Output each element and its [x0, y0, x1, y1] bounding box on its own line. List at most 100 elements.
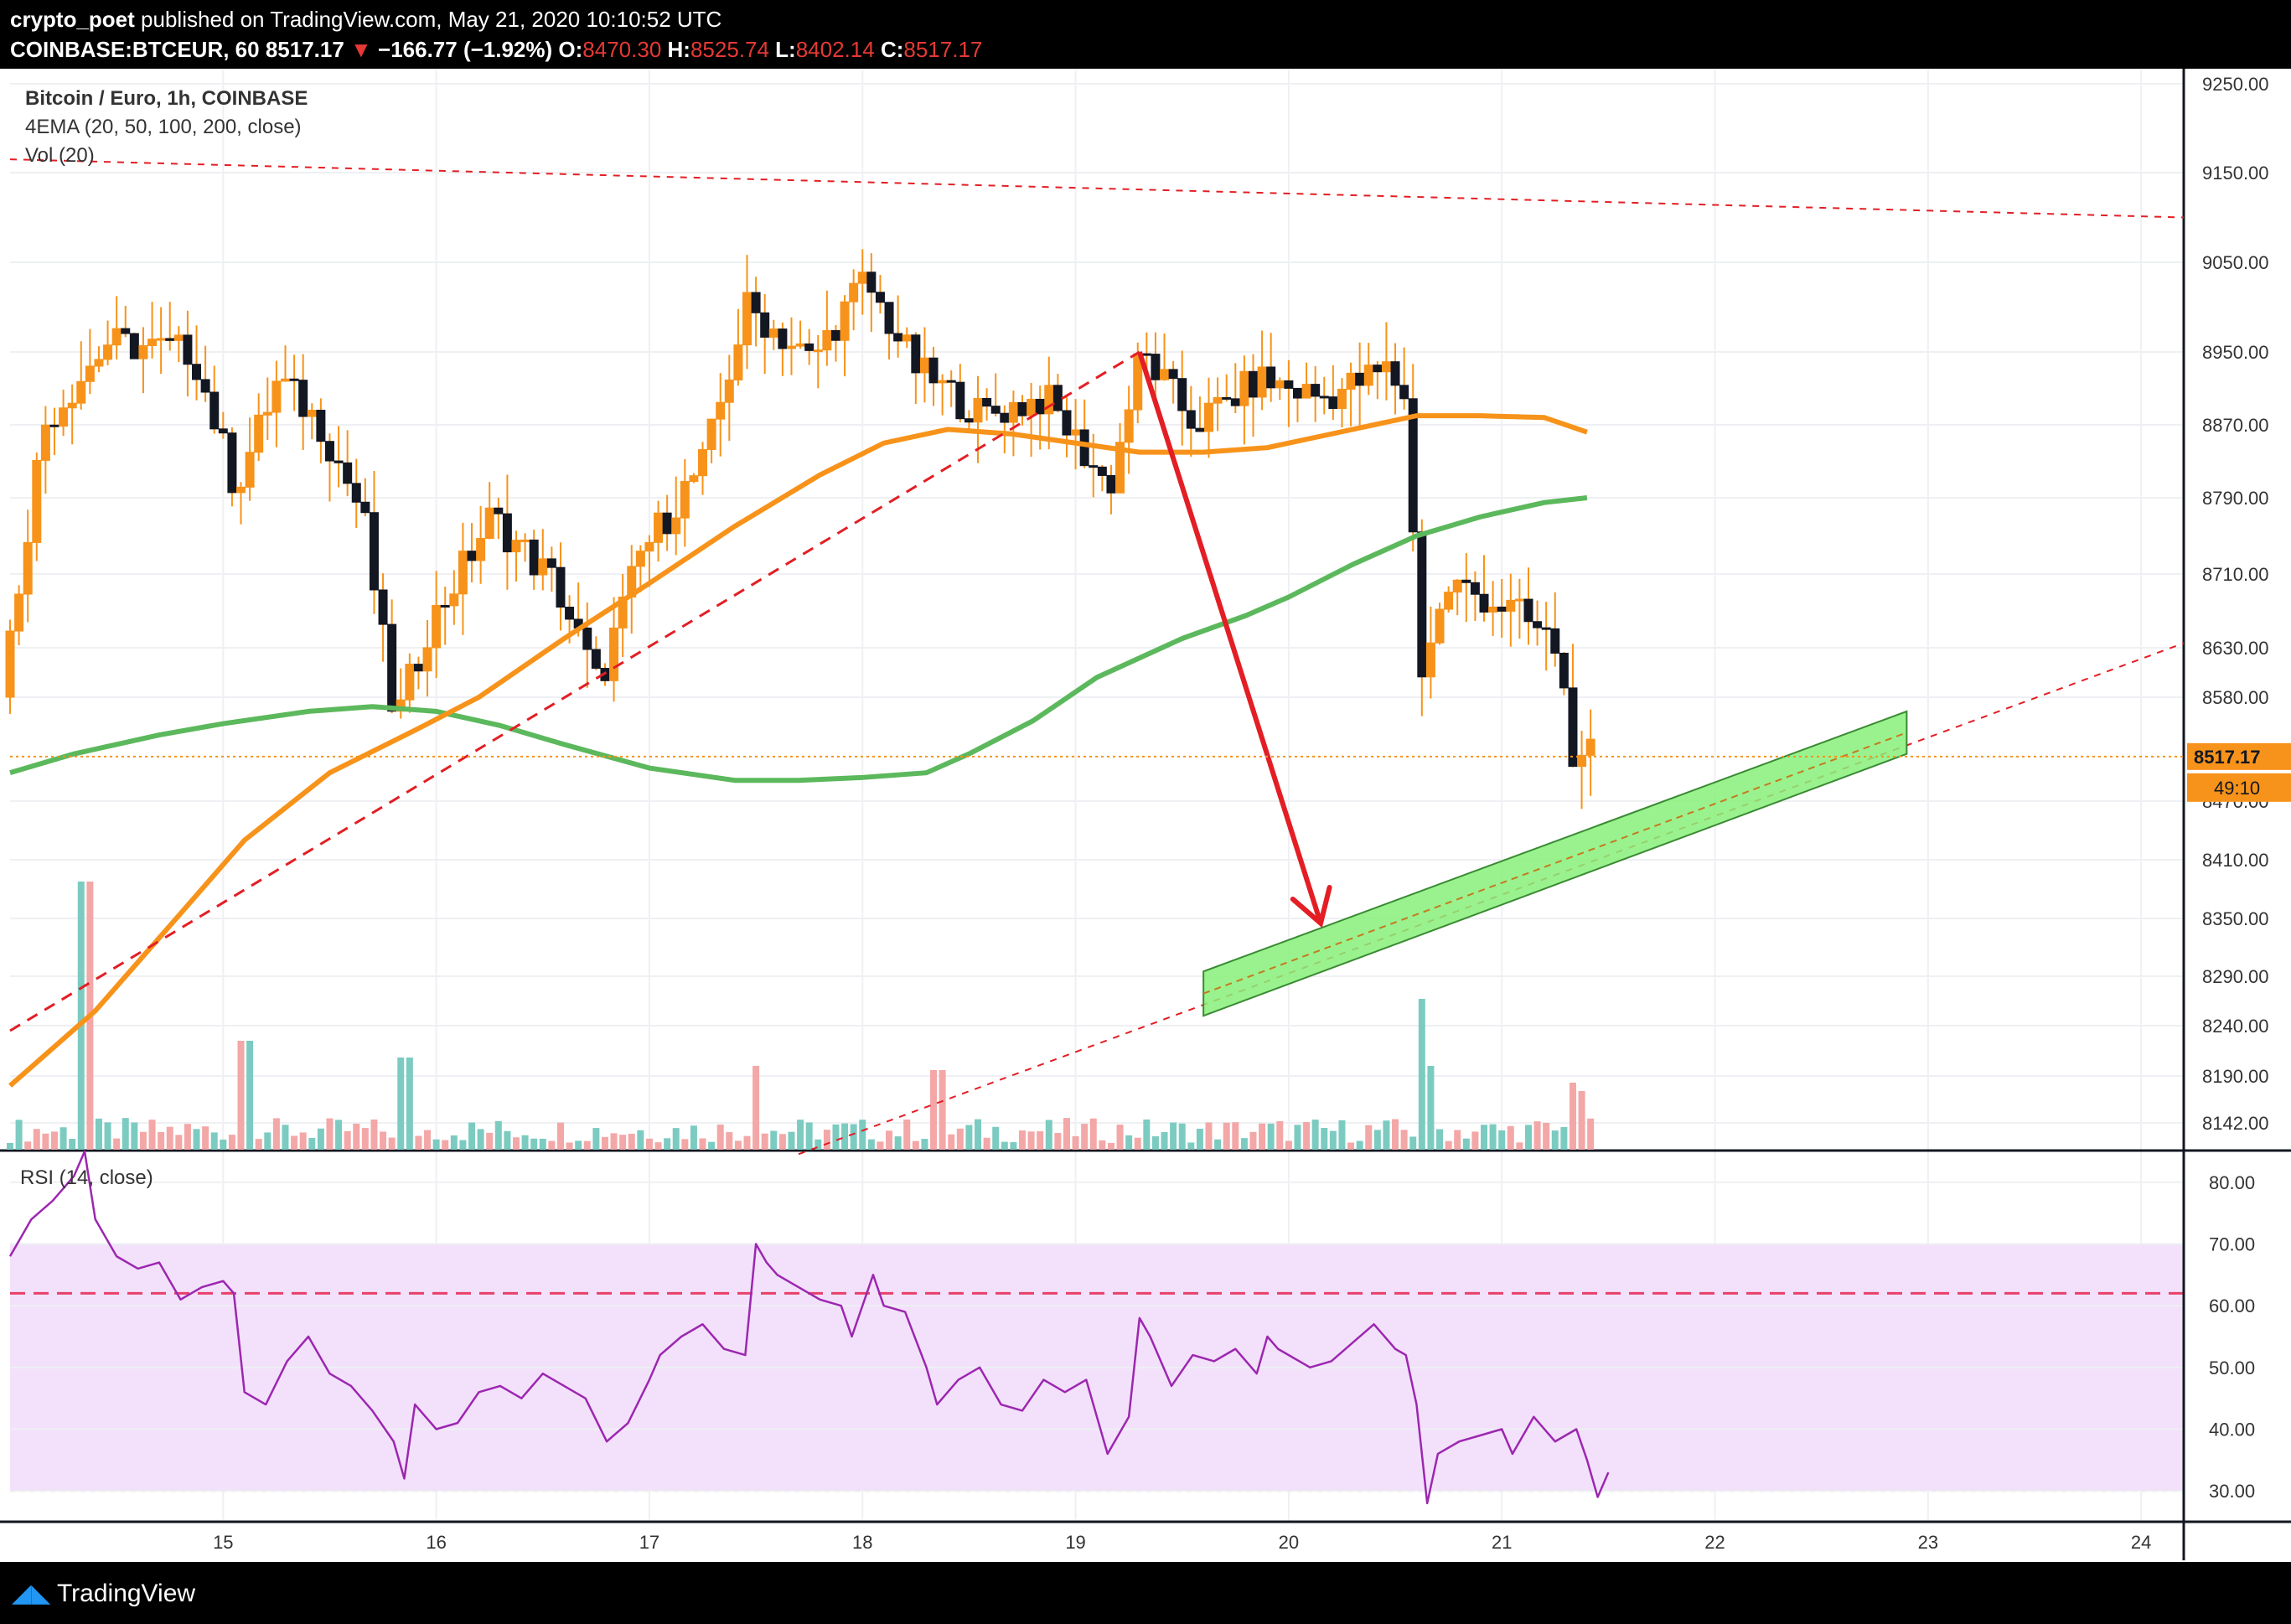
price-change: −166.77 (−1.92%) — [378, 37, 553, 62]
volume-bar — [539, 1138, 546, 1150]
candle-body — [1035, 398, 1045, 415]
candle-body — [1115, 442, 1125, 494]
volume-bar — [148, 1120, 156, 1150]
volume-bar — [1569, 1083, 1576, 1150]
volume-bar — [548, 1140, 556, 1150]
candle-body — [1408, 398, 1418, 533]
x-tick-label: 21 — [1492, 1532, 1512, 1553]
candle-body — [1124, 409, 1134, 443]
candle-body — [618, 596, 628, 628]
candle-body — [990, 406, 1001, 414]
volume-bar — [1151, 1135, 1159, 1150]
volume-bar — [166, 1126, 173, 1150]
volume-bar — [654, 1142, 662, 1150]
candle-body — [946, 380, 956, 383]
volume-bar — [1170, 1122, 1177, 1150]
candle-body — [432, 604, 442, 649]
volume-bar — [397, 1058, 405, 1150]
candle-body — [654, 512, 664, 543]
x-tick-label: 16 — [426, 1532, 446, 1553]
volume-bar — [992, 1126, 1000, 1150]
candle-body — [458, 551, 468, 595]
candle-body — [520, 539, 530, 542]
x-tick-label: 23 — [1918, 1532, 1938, 1553]
volume-bar — [388, 1137, 396, 1150]
close-label: C: — [880, 37, 904, 62]
candle-body — [662, 512, 672, 535]
candle-body — [236, 486, 246, 494]
tradingview-logo-icon: ◢◣ — [12, 1580, 51, 1607]
volume-bar — [975, 1119, 982, 1150]
candle-body — [1079, 429, 1089, 467]
y-tick-label: 8950.00 — [2202, 342, 2269, 363]
candle-body — [840, 301, 850, 341]
low-value: 8402.14 — [795, 37, 875, 62]
rsi-tick-label: 60.00 — [2209, 1296, 2255, 1316]
rsi-legend: RSI (14, close) — [20, 1166, 153, 1189]
volume-bar — [210, 1132, 218, 1150]
candle-body — [316, 410, 326, 442]
candle-body — [1266, 366, 1276, 389]
volume-bar — [823, 1130, 830, 1150]
volume-bar — [131, 1122, 138, 1150]
volume-bar — [912, 1140, 919, 1150]
candle-body — [14, 593, 24, 632]
candle-body — [156, 338, 166, 341]
volume-bar — [504, 1130, 511, 1150]
volume-bar — [1311, 1120, 1319, 1150]
candle-body — [1292, 387, 1302, 399]
volume-bar — [1587, 1118, 1595, 1150]
volume-bar — [1143, 1119, 1151, 1150]
volume-bar — [512, 1137, 520, 1150]
volume-bar — [1232, 1122, 1239, 1150]
volume-bar — [1427, 1066, 1435, 1150]
candle-body — [413, 664, 423, 672]
candle-body — [200, 379, 210, 393]
volume-bar — [1516, 1142, 1523, 1150]
last-price: 8517.17 — [265, 37, 344, 62]
volume-bar — [380, 1131, 387, 1150]
candle-body — [1168, 369, 1178, 380]
candle-body — [1284, 380, 1294, 389]
volume-bar — [104, 1122, 111, 1150]
volume-bar — [1161, 1132, 1168, 1150]
volume-bar — [1578, 1091, 1585, 1150]
volume-bar — [521, 1135, 529, 1150]
volume-bar — [726, 1132, 733, 1150]
candle-body — [40, 424, 50, 461]
volume-bar — [1081, 1124, 1089, 1150]
candle-body — [1425, 642, 1435, 678]
volume-bar — [1285, 1140, 1292, 1150]
volume-bar — [69, 1139, 76, 1150]
candle-body — [343, 462, 353, 484]
volume-bar — [903, 1120, 911, 1150]
volume-bar — [1338, 1120, 1346, 1150]
volume-bar — [788, 1131, 795, 1150]
candle-body — [103, 344, 113, 360]
candle-body — [893, 333, 903, 342]
volume-bar — [139, 1131, 147, 1150]
tradingview-brand[interactable]: ◢◣ TradingView — [12, 1579, 195, 1608]
publisher-name[interactable]: crypto_poet — [10, 7, 135, 32]
candle-body — [1257, 366, 1267, 398]
volume-bar — [983, 1137, 990, 1150]
volume-bar — [797, 1120, 804, 1150]
candle-body — [849, 282, 859, 303]
candle-body — [804, 343, 815, 351]
volume-bar — [1489, 1124, 1497, 1150]
ema-fast-line — [8, 413, 1588, 1088]
volume-bar — [291, 1135, 298, 1150]
volume-bar — [1462, 1138, 1470, 1150]
candle-body — [49, 424, 59, 427]
volume-bar — [1445, 1140, 1452, 1150]
volume-bar — [877, 1141, 884, 1150]
volume-bar — [1383, 1120, 1390, 1150]
candle-body — [1514, 598, 1524, 602]
rsi-line — [8, 1150, 1610, 1505]
candle-body — [830, 329, 840, 341]
volume-bar — [778, 1134, 786, 1150]
candle-body — [23, 541, 33, 595]
volume-bar — [1294, 1125, 1301, 1150]
volume-bar — [716, 1124, 724, 1150]
